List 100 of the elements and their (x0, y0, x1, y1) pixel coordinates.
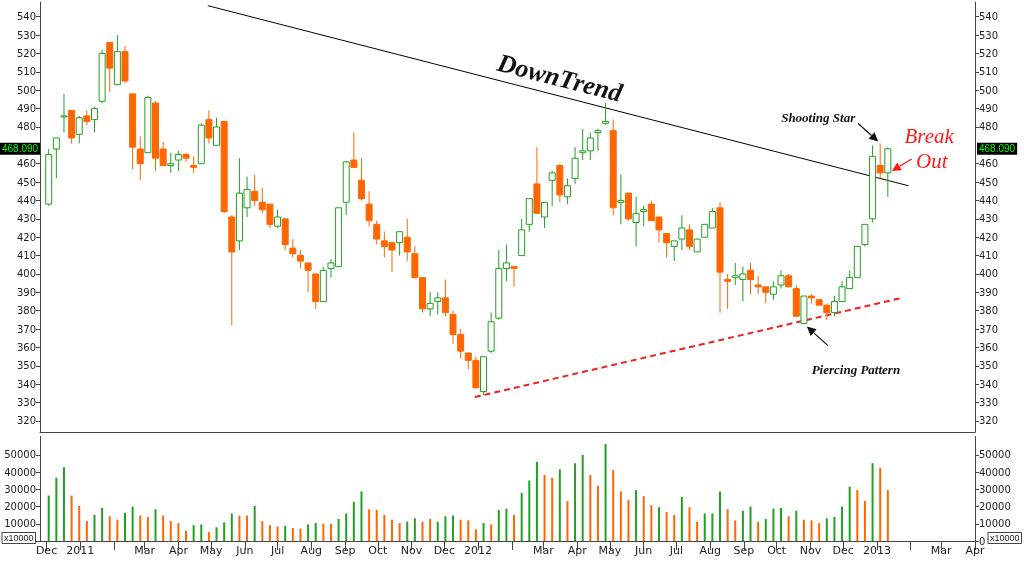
bar (596, 485, 599, 541)
bar (696, 521, 699, 541)
candlestick (663, 233, 671, 258)
x-tick-label: Apr (965, 544, 985, 557)
y-tick-label: 40000 (4, 466, 36, 478)
bar (322, 523, 325, 541)
bar (482, 523, 485, 541)
y2-tick-label: 460 (979, 158, 999, 170)
bar (238, 515, 241, 541)
x-tick-label: Dec (433, 544, 455, 557)
y2-tick-label: 50000 (979, 449, 1011, 461)
bar (772, 508, 775, 541)
bar (459, 519, 462, 541)
bar (879, 468, 882, 541)
y-tick-label: 480 (16, 121, 36, 133)
bar (124, 512, 126, 541)
y-tick-label: 50000 (4, 449, 36, 461)
bar (886, 490, 889, 541)
bar (818, 523, 821, 541)
y2-tick-label: 350 (979, 360, 999, 372)
bar (345, 513, 348, 541)
bar (85, 521, 88, 541)
bar (795, 510, 798, 541)
candlestick (747, 262, 755, 295)
bar (101, 507, 104, 541)
bar (574, 463, 577, 541)
candlestick (60, 93, 68, 133)
bar (162, 515, 165, 541)
bar (436, 521, 439, 541)
bar (177, 523, 180, 541)
y2-tick-label: 510 (979, 66, 999, 78)
bar (192, 525, 195, 541)
bar (757, 521, 760, 541)
bar (284, 525, 287, 541)
text: 468.090 (979, 143, 1016, 155)
y2-tick-label: 430 (979, 213, 999, 225)
bar (833, 516, 836, 541)
bar (360, 491, 363, 541)
x-tick-label: Sep (334, 544, 356, 557)
bar (146, 516, 149, 541)
y2-tick-label: 30000 (979, 483, 1011, 495)
bar (657, 507, 660, 541)
candlestick (296, 249, 304, 269)
bar (497, 510, 500, 541)
bar (314, 523, 317, 541)
y2-tick-label: 420 (979, 231, 999, 243)
candlestick (396, 231, 404, 257)
bar (856, 490, 859, 541)
bar (421, 521, 424, 541)
bar (291, 527, 294, 541)
x-tick-label: Apr (567, 544, 588, 557)
bar (764, 518, 767, 541)
y-tick-label: 420 (16, 231, 36, 243)
y-tick-label: 320 (16, 415, 36, 427)
y-tick-label: 30000 (4, 483, 36, 495)
bar (863, 501, 866, 541)
candlestick (205, 109, 213, 144)
candlestick (724, 273, 732, 310)
candlestick (571, 146, 579, 185)
bar (558, 469, 561, 541)
bar (680, 496, 683, 541)
y-tick-label: 20000 (4, 501, 36, 513)
x-tick-label: Jul (668, 544, 684, 557)
x-tick-label: 2011 (66, 544, 95, 557)
bar (505, 508, 508, 541)
bar (230, 513, 233, 541)
y-tick-label: 370 (16, 323, 36, 335)
candlestick (441, 278, 449, 317)
bar (734, 520, 737, 541)
candlestick (373, 220, 381, 246)
bar (299, 528, 302, 541)
candlestick (52, 137, 60, 179)
x-tick-label: Nov (799, 544, 822, 557)
y-tick-label: 510 (16, 66, 36, 78)
bar (612, 470, 615, 541)
y2-tick-label: 390 (979, 286, 999, 298)
candlestick (90, 106, 98, 133)
x-tick-label: Jun (634, 544, 653, 557)
bar (398, 523, 401, 541)
candlestick (541, 201, 549, 229)
bar (474, 529, 477, 541)
text: 468.090 (2, 143, 39, 155)
bar (276, 526, 279, 541)
y-tick-label: 340 (16, 378, 36, 390)
bar (452, 515, 455, 541)
y-tick-label: 330 (16, 397, 36, 409)
bar (200, 524, 203, 541)
candlestick (777, 269, 785, 290)
candlestick (602, 102, 610, 126)
bar (93, 514, 96, 541)
bar (741, 510, 744, 541)
x-tick-label: May (199, 544, 223, 557)
bar (780, 507, 783, 541)
y2-axis-title: x10000 (990, 533, 1020, 543)
candlestick (350, 131, 358, 168)
bar (215, 527, 218, 541)
bar (139, 515, 142, 541)
bar (116, 519, 119, 541)
candlestick (617, 174, 625, 225)
bar (268, 525, 271, 541)
